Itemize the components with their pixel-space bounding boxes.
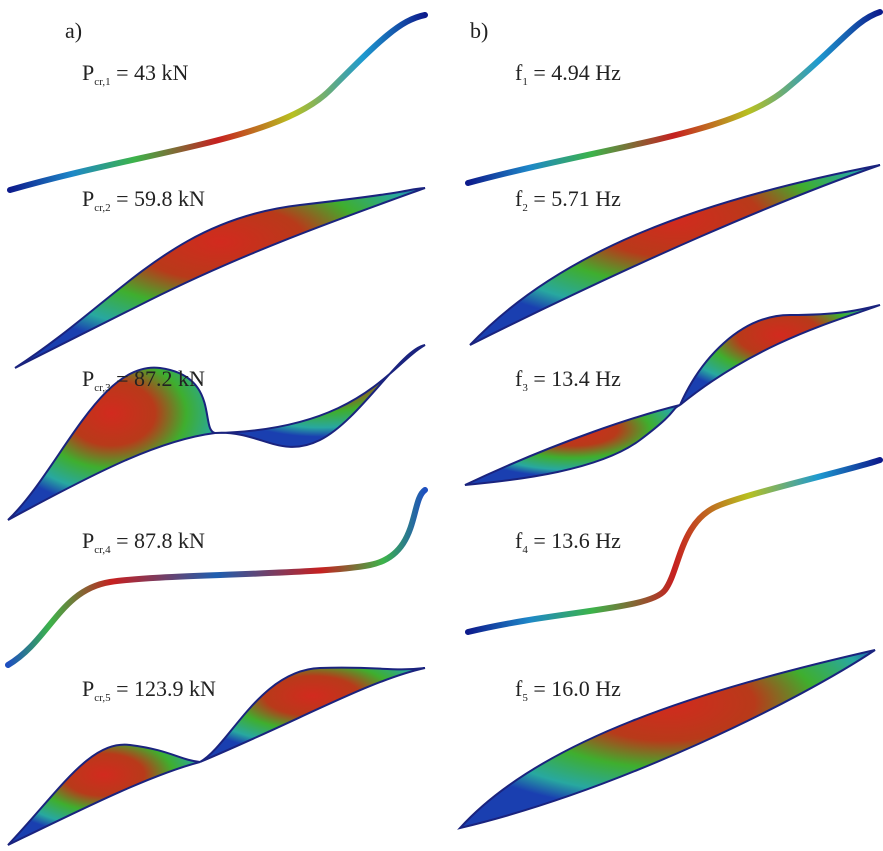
symbol: f <box>515 60 523 85</box>
mode-label: Pcr,4 = 87.8 kN <box>82 528 205 556</box>
value-text: = 59.8 kN <box>110 186 205 211</box>
subscript: cr,2 <box>94 202 111 214</box>
value-text: = 43 kN <box>110 60 189 85</box>
subscript: 1 <box>522 76 528 88</box>
mode-band <box>457 649 876 830</box>
mode-label: f1 = 4.94 Hz <box>515 60 621 88</box>
symbol: P <box>82 366 95 391</box>
subscript: cr,3 <box>94 382 111 394</box>
subscript: cr,1 <box>94 76 111 88</box>
mode-label: Pcr,2 = 59.8 kN <box>82 186 205 214</box>
mode-label: f3 = 13.4 Hz <box>515 366 621 394</box>
mode-band <box>469 164 881 346</box>
mode-band <box>7 743 201 846</box>
mode-label: Pcr,3 = 87.2 kN <box>82 366 205 394</box>
symbol: P <box>82 676 95 701</box>
mode-band <box>464 404 681 486</box>
value-text: = 87.2 kN <box>110 366 205 391</box>
mode-band <box>14 187 426 369</box>
mode-band <box>679 304 881 406</box>
mode-label: Pcr,5 = 123.9 kN <box>82 676 216 704</box>
value-text: = 5.71 Hz <box>527 186 621 211</box>
panel-label: a) <box>65 18 83 43</box>
panel-a-shapes <box>5 12 428 846</box>
mode-curve <box>465 9 883 186</box>
mode-label: f5 = 16.0 Hz <box>515 676 621 704</box>
subscript: 3 <box>522 382 528 394</box>
mode-band <box>199 666 426 763</box>
mode-curve <box>7 12 428 193</box>
panel-label: b) <box>470 18 489 43</box>
symbol: P <box>82 186 95 211</box>
subscript: cr,4 <box>94 544 111 556</box>
value-text: = 16.0 Hz <box>527 676 621 701</box>
value-text: = 87.8 kN <box>110 528 205 553</box>
subscript: 2 <box>522 202 528 214</box>
mode-label: f4 = 13.6 Hz <box>515 528 621 556</box>
symbol: f <box>515 528 523 553</box>
mode-label: f2 = 5.71 Hz <box>515 186 621 214</box>
mode-label: Pcr,1 = 43 kN <box>82 60 188 88</box>
value-text: = 13.4 Hz <box>527 366 621 391</box>
subscript: cr,5 <box>94 692 111 704</box>
symbol: f <box>515 186 523 211</box>
subscript: 5 <box>522 692 528 704</box>
symbol: P <box>82 60 95 85</box>
symbol: P <box>82 528 95 553</box>
mode-curve <box>5 487 428 668</box>
symbol: f <box>515 676 523 701</box>
value-text: = 13.6 Hz <box>527 528 621 553</box>
mode-curve <box>465 457 883 635</box>
subscript: 4 <box>522 544 528 556</box>
mode-band <box>7 366 216 521</box>
symbol: f <box>515 366 523 391</box>
mode-band <box>214 344 426 448</box>
value-text: = 4.94 Hz <box>527 60 621 85</box>
panel-b-shapes <box>457 9 883 830</box>
value-text: = 123.9 kN <box>110 676 216 701</box>
